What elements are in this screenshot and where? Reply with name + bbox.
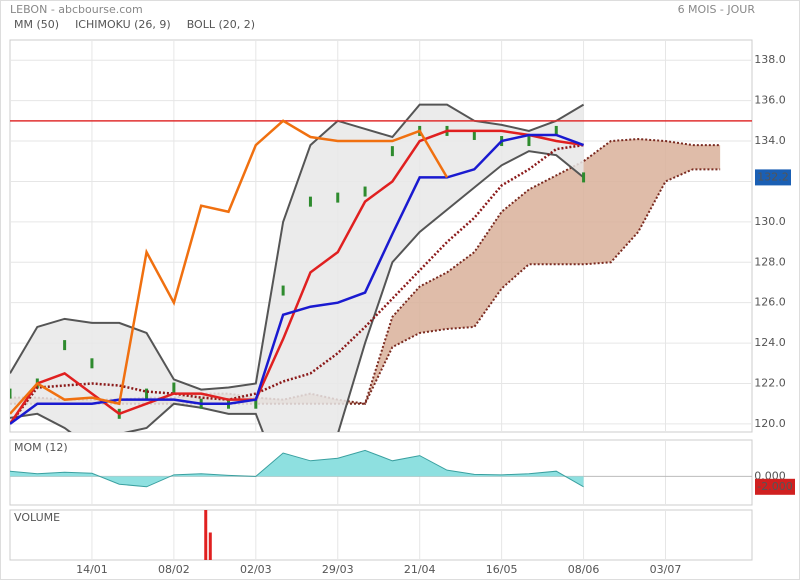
y-tick-label: 122.0 <box>754 377 786 390</box>
y-tick-label: 120.0 <box>754 417 786 430</box>
last-value-label: 132.2 <box>757 170 789 183</box>
plot-area <box>91 510 667 560</box>
y-tick-label: 128.0 <box>754 255 786 268</box>
plot-area <box>10 440 752 505</box>
band-line <box>10 103 585 391</box>
candle <box>472 129 476 140</box>
legend-entry: ICHIMOKU (26, 9) <box>75 18 171 31</box>
candle <box>554 125 558 136</box>
candle <box>254 398 258 409</box>
candle <box>527 136 531 147</box>
x-tick-label: 03/07 <box>650 563 682 576</box>
candle <box>10 388 12 399</box>
x-tick-label: 02/03 <box>240 563 272 576</box>
y-tick-label: 124.0 <box>754 336 786 349</box>
chart-subtitle: 6 MOIS - JOUR <box>678 3 756 16</box>
x-tick-label: 16/05 <box>486 563 518 576</box>
plot-area <box>10 40 752 432</box>
y-tick-label: 130.0 <box>754 215 786 228</box>
x-tick-label: 29/03 <box>322 563 354 576</box>
area-line <box>10 449 584 488</box>
x-tick-label: 14/01 <box>76 563 108 576</box>
candle <box>390 146 394 157</box>
band-line <box>10 138 721 405</box>
last-value-box <box>755 478 795 495</box>
bar <box>208 532 212 560</box>
panel <box>9 509 753 561</box>
band-fill <box>10 104 584 432</box>
band-line <box>10 168 721 405</box>
chart-title: LEBON - abcbourse.com <box>10 3 143 16</box>
legend-entry: MM (50) <box>14 18 59 31</box>
x-tick-label: 21/04 <box>404 563 436 576</box>
area-fill <box>10 450 584 487</box>
candle <box>90 358 94 369</box>
y-tick-label: 138.0 <box>754 53 786 66</box>
candle <box>308 196 312 207</box>
y-tick-label: 136.0 <box>754 94 786 107</box>
y-tick-label: 134.0 <box>754 134 786 147</box>
series-line <box>10 129 584 425</box>
x-tick-label: 08/06 <box>568 563 600 576</box>
series-line <box>10 119 449 415</box>
legend-entry: BOLL (20, 2) <box>187 18 255 31</box>
candle <box>63 340 67 351</box>
bar <box>204 510 208 560</box>
band-fill <box>10 139 721 404</box>
panel-title: VOLUME <box>14 511 60 524</box>
series-line <box>10 143 584 425</box>
last-value-label: -2.000 <box>757 480 792 493</box>
y-tick-label: 126.0 <box>754 296 786 309</box>
candle <box>363 186 367 197</box>
last-value-box <box>755 169 791 186</box>
x-tick-label: 08/02 <box>158 563 190 576</box>
candle <box>281 285 285 296</box>
band-line <box>10 150 585 432</box>
panel-title: MOM (12) <box>14 441 68 454</box>
candle <box>336 192 340 203</box>
candle <box>145 388 149 399</box>
candle <box>582 172 586 183</box>
candle <box>172 382 176 393</box>
